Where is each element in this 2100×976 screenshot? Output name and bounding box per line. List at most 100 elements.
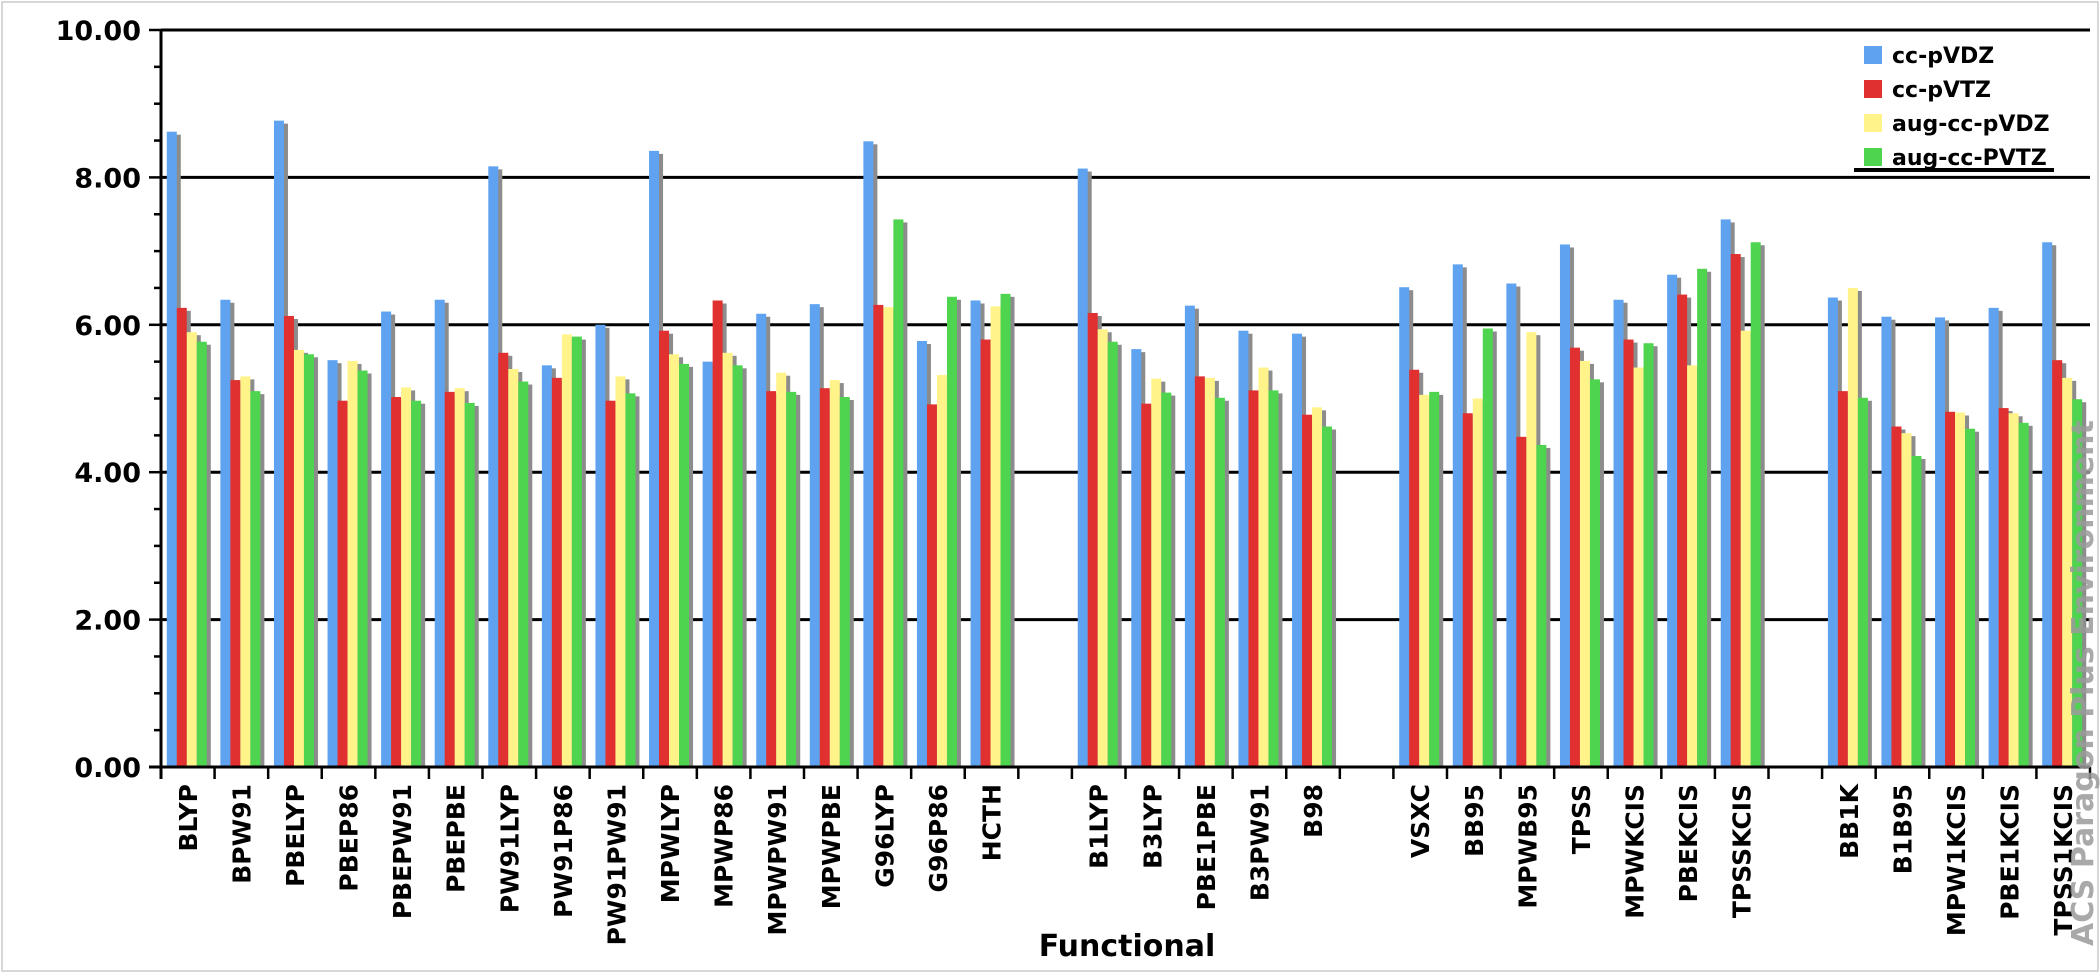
bar — [571, 336, 582, 767]
bar — [786, 391, 797, 767]
bar — [401, 387, 412, 767]
bar — [936, 374, 947, 767]
bar — [1837, 391, 1848, 767]
axes — [149, 28, 2092, 779]
bar — [1857, 397, 1868, 767]
gridlines — [161, 28, 2090, 622]
bar — [1000, 293, 1011, 767]
category-label: PBE1KCIS — [1996, 784, 2025, 920]
bar — [347, 360, 358, 767]
bar — [1955, 412, 1966, 767]
bar — [1935, 317, 1946, 767]
bar — [1258, 367, 1269, 767]
bar — [1506, 283, 1517, 767]
bar — [883, 307, 894, 767]
category-label: G96P86 — [924, 784, 953, 892]
bar — [240, 376, 251, 767]
category-label: MPWPW91 — [763, 784, 792, 935]
bar — [1740, 330, 1751, 767]
bar — [2018, 422, 2029, 767]
bar — [1312, 407, 1323, 767]
category-label: B3LYP — [1138, 784, 1167, 869]
bar — [712, 300, 723, 767]
bar — [1419, 394, 1430, 767]
y-tick-label: 4.00 — [74, 458, 141, 489]
bar — [873, 304, 884, 767]
bar — [250, 391, 261, 767]
category-label: B98 — [1299, 784, 1328, 838]
bar — [166, 131, 177, 767]
legend-swatch — [1864, 46, 1882, 64]
category-label: TPSS1KCIS — [2049, 784, 2078, 936]
bar — [1901, 433, 1912, 767]
bar — [625, 393, 636, 767]
bar — [702, 361, 713, 767]
legend-label: cc-pVDZ — [1892, 44, 1994, 69]
category-label: B1B95 — [1888, 784, 1917, 874]
bar — [1911, 455, 1922, 767]
y-tick-label: 2.00 — [74, 606, 141, 637]
bar — [776, 372, 787, 767]
bar — [434, 299, 445, 767]
bar — [1687, 365, 1698, 767]
bar — [1730, 254, 1741, 768]
bar — [766, 391, 777, 767]
bar-marks — [166, 120, 2087, 768]
bar — [1945, 411, 1956, 767]
bar — [551, 377, 562, 767]
bar — [1988, 307, 1999, 767]
bar — [1077, 168, 1088, 767]
bar — [926, 404, 937, 767]
bar — [756, 313, 767, 767]
bar — [273, 120, 284, 767]
category-label: PW91PW91 — [602, 784, 631, 945]
category-label: TPSSKCIS — [1728, 784, 1757, 918]
bar — [1238, 330, 1249, 767]
bar — [1472, 398, 1483, 767]
bar — [605, 400, 616, 767]
bar — [176, 307, 187, 767]
category-label: VSXC — [1406, 784, 1435, 858]
legend-label: aug-cc-pVDZ — [1892, 112, 2050, 137]
bar — [1141, 403, 1152, 767]
bar — [1847, 287, 1858, 767]
category-label: HCTH — [978, 784, 1007, 861]
bar — [1536, 444, 1547, 767]
category-label: BPW91 — [227, 784, 256, 884]
bar — [2008, 413, 2019, 767]
bar — [1151, 378, 1162, 767]
category-label: MPWB95 — [1513, 784, 1542, 909]
legend-swatch — [1864, 148, 1882, 166]
bar — [722, 352, 733, 767]
bar — [946, 296, 957, 767]
bar — [498, 352, 509, 767]
bar — [1194, 376, 1205, 767]
bar — [1633, 367, 1644, 767]
bar — [839, 397, 850, 767]
bar — [615, 376, 626, 767]
y-tick-label: 10.00 — [56, 16, 141, 47]
bar — [1667, 274, 1678, 767]
bar — [1087, 313, 1098, 767]
bar — [916, 341, 927, 767]
bar — [196, 341, 207, 767]
legend: cc-pVDZ cc-pVTZ aug-cc-pVDZ aug-cc-PVTZ — [1854, 44, 2054, 172]
category-label: PBEPBE — [442, 784, 471, 893]
bar — [1750, 242, 1761, 768]
bar — [327, 360, 338, 767]
legend-label: cc-pVTZ — [1892, 78, 1991, 103]
y-tick-label: 6.00 — [74, 311, 141, 342]
bar — [1482, 328, 1493, 767]
bar — [1891, 426, 1902, 767]
bar — [541, 365, 552, 767]
bar — [1720, 219, 1731, 767]
category-label: PBEP86 — [335, 784, 364, 892]
category-label: BB95 — [1460, 784, 1489, 857]
bar — [1204, 377, 1215, 767]
bar — [1881, 316, 1892, 767]
watermark-text: ACS Paragon Plus Environment — [2066, 420, 2100, 946]
bar — [1613, 299, 1624, 767]
bar — [980, 339, 991, 767]
bar — [2052, 360, 2063, 767]
bar — [2042, 242, 2053, 768]
